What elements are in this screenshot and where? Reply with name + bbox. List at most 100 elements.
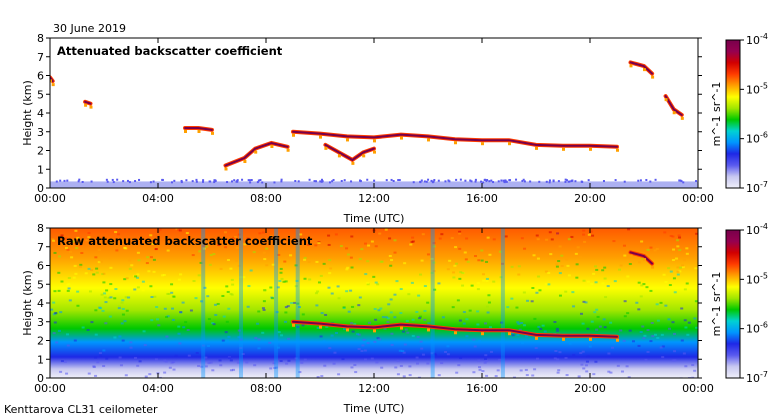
- noise-cell: [393, 316, 397, 319]
- noise-cell: [113, 336, 117, 339]
- noise-cell: [237, 233, 241, 236]
- surface-speck: [574, 180, 577, 183]
- noise-cell: [558, 245, 562, 248]
- noise-cell: [227, 335, 231, 338]
- noise-cell: [492, 238, 496, 241]
- noise-cell: [510, 331, 514, 334]
- noise-cell: [498, 358, 502, 361]
- cloud-layer: [184, 127, 213, 131]
- noise-cell: [421, 353, 425, 356]
- cloud-point: [346, 328, 349, 332]
- noise-cell: [458, 277, 462, 280]
- noise-cell: [607, 352, 611, 355]
- noise-cell: [675, 239, 679, 242]
- surface-speck: [173, 179, 176, 182]
- noise-cell: [95, 267, 99, 270]
- noise-cell: [323, 364, 327, 367]
- bottom-x-axis: 00:00 04:00 08:00 12:00 16:00 20:00 00:00: [34, 228, 714, 395]
- surface-speck: [515, 178, 518, 181]
- noise-cell: [231, 283, 235, 286]
- noise-cell: [680, 339, 684, 342]
- noise-cell: [280, 334, 284, 337]
- noise-cell: [650, 321, 654, 324]
- noise-cell: [277, 331, 281, 334]
- noise-cell: [537, 325, 541, 328]
- noise-cell: [466, 260, 470, 263]
- noise-cell: [455, 371, 459, 374]
- noise-cell: [315, 304, 319, 307]
- noise-cell: [163, 359, 167, 362]
- noise-cell: [269, 235, 273, 238]
- surface-speck: [398, 179, 401, 182]
- noise-cell: [314, 244, 318, 247]
- noise-cell: [485, 260, 489, 263]
- surface-speck: [90, 180, 93, 183]
- surface-speck: [548, 181, 551, 184]
- noise-cell: [277, 253, 281, 256]
- noise-cell: [517, 273, 521, 276]
- noise-cell: [87, 236, 91, 239]
- noise-cell: [686, 333, 690, 336]
- noise-cell: [328, 259, 332, 262]
- noise-cell: [294, 357, 298, 360]
- noise-cell: [176, 228, 180, 231]
- noise-cell: [565, 258, 569, 261]
- cloud-point: [292, 323, 295, 327]
- surface-speck: [423, 180, 426, 183]
- surface-speck: [161, 178, 164, 181]
- noise-cell: [136, 251, 140, 254]
- noise-cell: [174, 354, 178, 357]
- top-colorbar-ticks: 10-7 10-6 10-5 10-4: [740, 32, 768, 195]
- cloud-point: [651, 265, 655, 269]
- noise-cell: [261, 331, 265, 334]
- noise-cell: [433, 288, 437, 291]
- noise-cell: [294, 285, 298, 288]
- noise-cell: [303, 358, 307, 361]
- noise-cell: [402, 351, 406, 354]
- noise-cell: [314, 292, 318, 295]
- noise-cell: [363, 349, 367, 352]
- noise-cell: [580, 363, 584, 366]
- colorbar-tick-label: 10-6: [746, 131, 768, 146]
- noise-cell: [293, 301, 297, 304]
- noise-cell: [284, 311, 288, 314]
- noise-cell: [373, 308, 377, 311]
- noise-cell: [603, 266, 607, 269]
- noise-cell: [147, 270, 151, 273]
- surface-speck: [180, 181, 183, 184]
- noise-cell: [59, 311, 63, 314]
- x-tick-label: 04:00: [142, 382, 174, 395]
- colorbar-tick-label: 10-5: [746, 271, 768, 286]
- noise-cell: [389, 264, 393, 267]
- noise-cell: [403, 262, 407, 265]
- surface-speck: [548, 179, 551, 182]
- surface-speck: [128, 181, 131, 184]
- cloud-point: [629, 64, 633, 68]
- surface-speck: [385, 179, 388, 182]
- noise-cell: [530, 300, 534, 303]
- noise-cell: [671, 359, 675, 362]
- noise-cell: [74, 229, 78, 232]
- cloud-point: [362, 154, 366, 158]
- cloud-point: [481, 142, 484, 146]
- x-tick-label: 08:00: [250, 192, 282, 205]
- noise-cell: [610, 346, 614, 349]
- surface-speck: [332, 178, 335, 181]
- noise-cell: [639, 331, 643, 334]
- noise-cell: [275, 311, 279, 314]
- surface-speck: [202, 179, 205, 182]
- noise-cell: [627, 228, 631, 231]
- noise-cell: [643, 334, 647, 337]
- noise-cell: [352, 305, 356, 308]
- surface-speck: [247, 179, 250, 182]
- noise-cell: [287, 359, 291, 362]
- cloud-point: [324, 146, 328, 150]
- noise-cell: [107, 296, 111, 299]
- noise-cell: [361, 344, 365, 347]
- noise-cell: [656, 319, 660, 322]
- surface-speck: [256, 181, 259, 184]
- noise-cell: [262, 300, 266, 303]
- noise-cell: [53, 251, 57, 254]
- noise-cell: [458, 232, 462, 235]
- noise-cell: [437, 374, 441, 377]
